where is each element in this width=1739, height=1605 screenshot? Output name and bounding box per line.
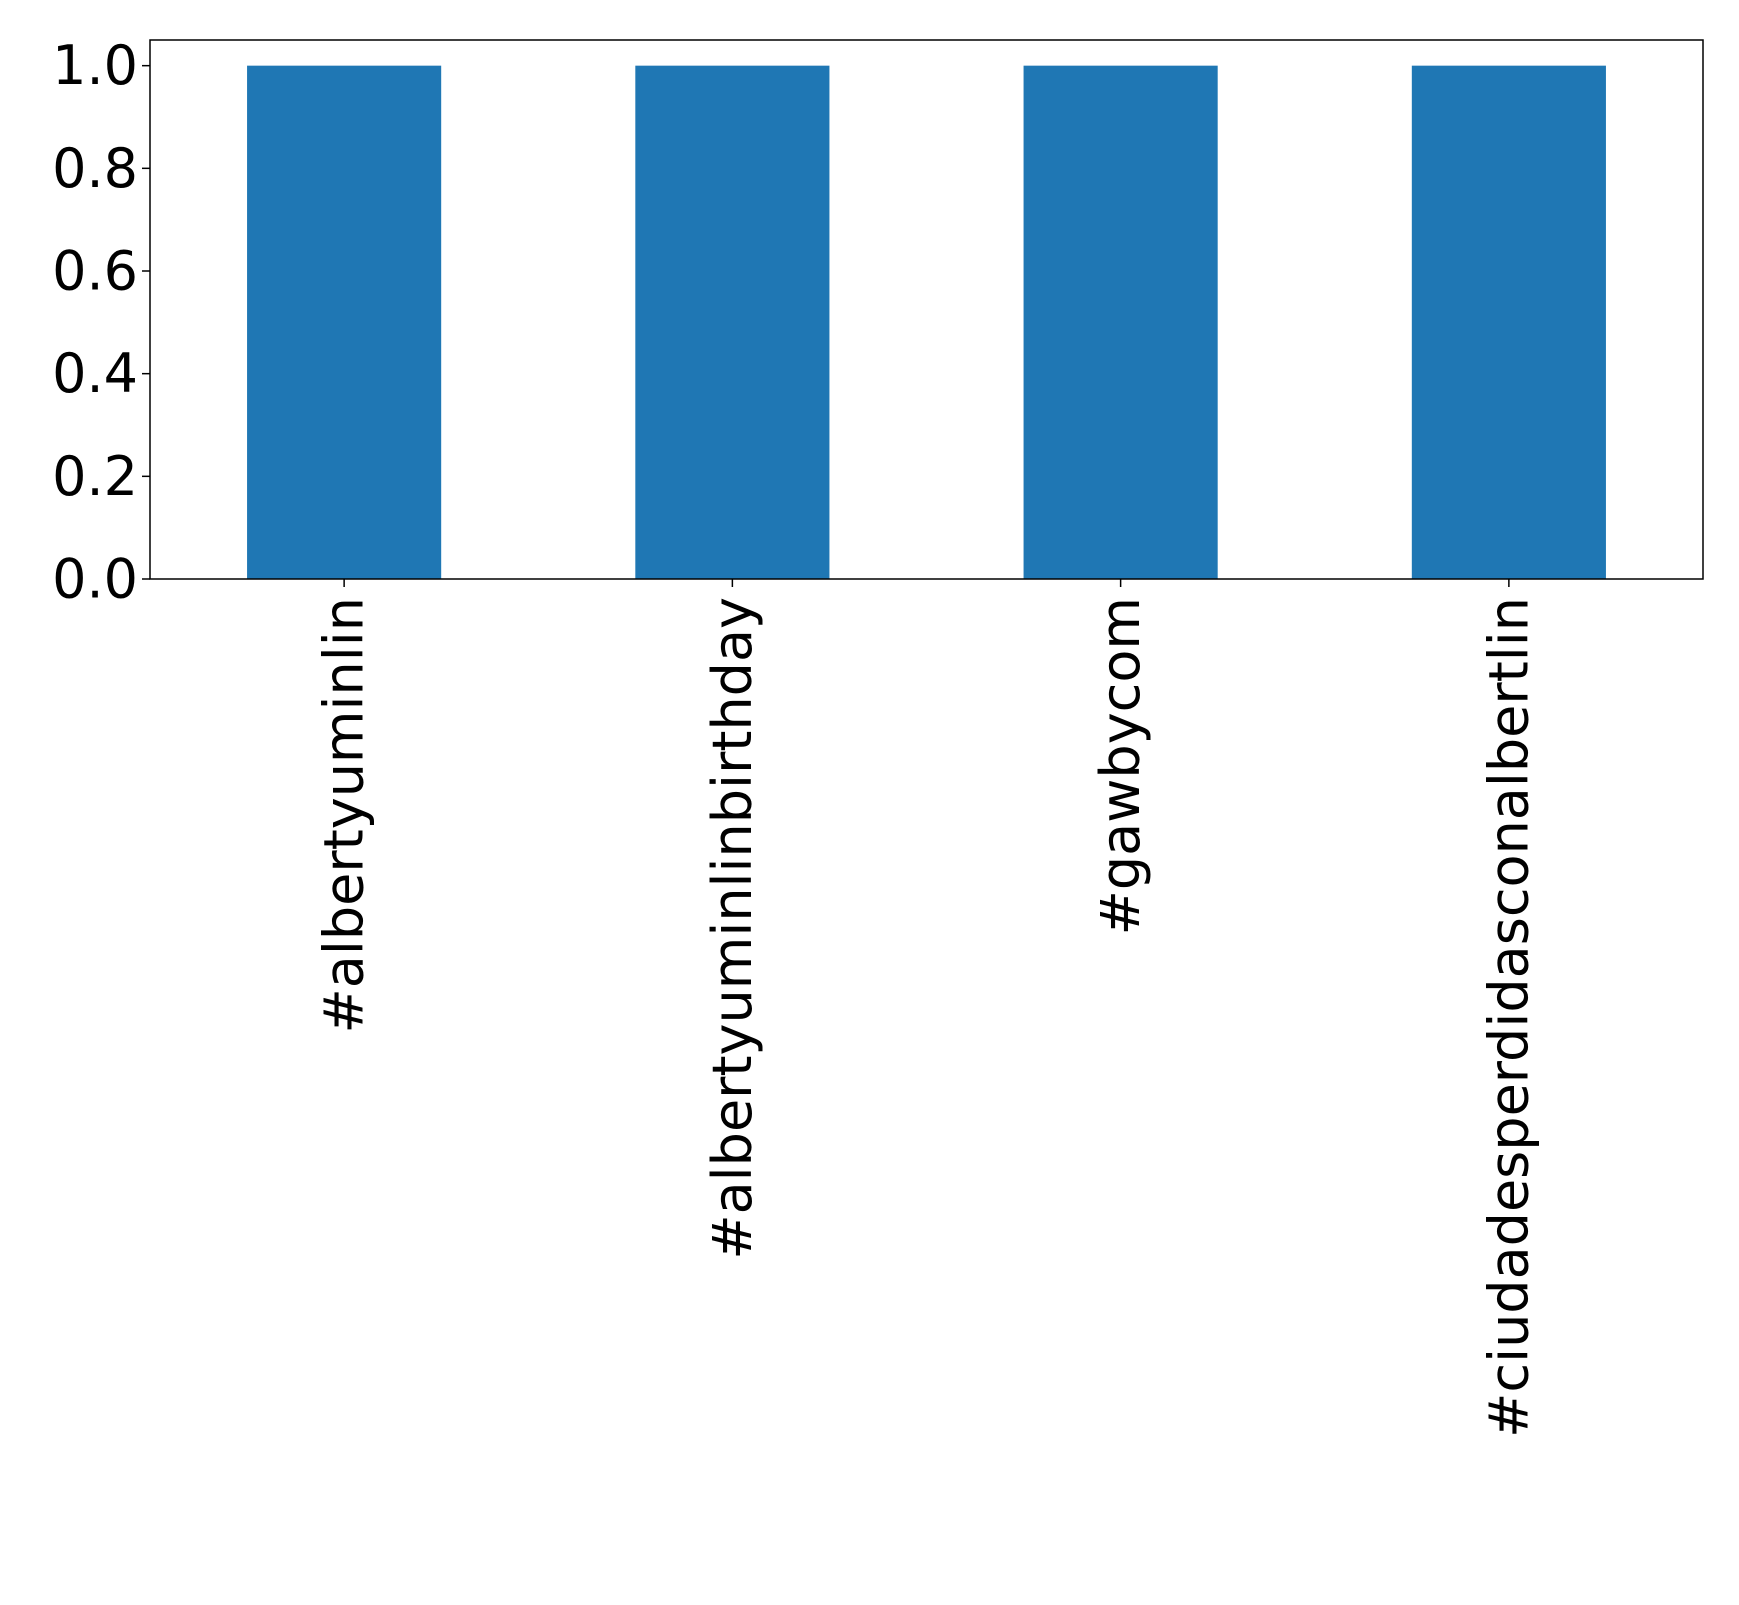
x-tick-label-1: #albertyuminlinbirthday (701, 597, 764, 1260)
plot-frame (149, 39, 1704, 580)
y-tick-label-1: 0.2 (52, 445, 138, 508)
y-tick-label-2: 0.4 (52, 342, 138, 405)
bars-layer (247, 65, 1606, 579)
y-tick-label-3: 0.6 (52, 240, 138, 303)
bar-2 (1023, 65, 1218, 579)
y-tick-label-4: 0.8 (52, 137, 138, 200)
y-tick-label-0: 0.0 (52, 548, 138, 611)
bar-0 (247, 65, 442, 579)
bar-3 (1411, 65, 1606, 579)
x-tick-label-3: #ciudadesperdidasconalbertlin (1477, 597, 1540, 1438)
y-axis: 0.0 0.2 0.4 0.6 0.8 1.0 (52, 34, 150, 611)
x-tick-label-0: #albertyuminlin (313, 597, 376, 1033)
x-axis: #albertyuminlin #albertyuminlinbirthday #g… (313, 579, 1540, 1438)
x-tick-label-2: #gawbycom (1089, 597, 1152, 935)
bar-1 (635, 65, 830, 579)
y-tick-label-5: 1.0 (52, 34, 138, 97)
